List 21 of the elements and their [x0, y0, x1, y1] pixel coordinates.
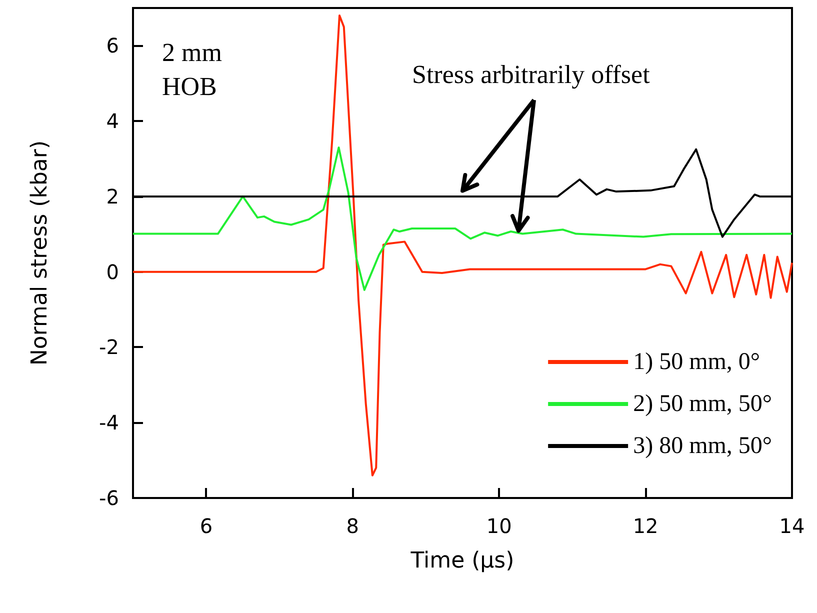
annotation: 2 mm HOB [162, 37, 222, 103]
y-tick-label: 6 [106, 34, 119, 58]
y-tick-label: -2 [99, 335, 119, 360]
annotation: Stress arbitrarily offset [412, 59, 650, 91]
y-tick-label: 2 [106, 184, 119, 208]
line-series [132, 146, 793, 291]
y-tick-label: 0 [106, 260, 119, 284]
y-tick-label: -6 [99, 486, 119, 510]
legend-label: 2) 50 mm, 50° [633, 391, 772, 417]
legend-label: 3) 80 mm, 50° [633, 433, 772, 459]
x-tick-label: 12 [632, 514, 658, 538]
x-tick-label: 10 [486, 514, 512, 538]
y-axis-title: Normal stress (kbar) [28, 140, 52, 366]
y-tick-label: -4 [99, 410, 119, 435]
line-series [132, 14, 793, 476]
legend-label: 1) 50 mm, 0° [633, 349, 760, 375]
x-axis-title: Time (µs) [410, 548, 514, 574]
y-tick-label: 4 [106, 109, 119, 134]
x-tick-label: 6 [200, 514, 213, 538]
x-tick-label: 14 [779, 514, 805, 538]
x-tick-label: 8 [346, 514, 360, 538]
